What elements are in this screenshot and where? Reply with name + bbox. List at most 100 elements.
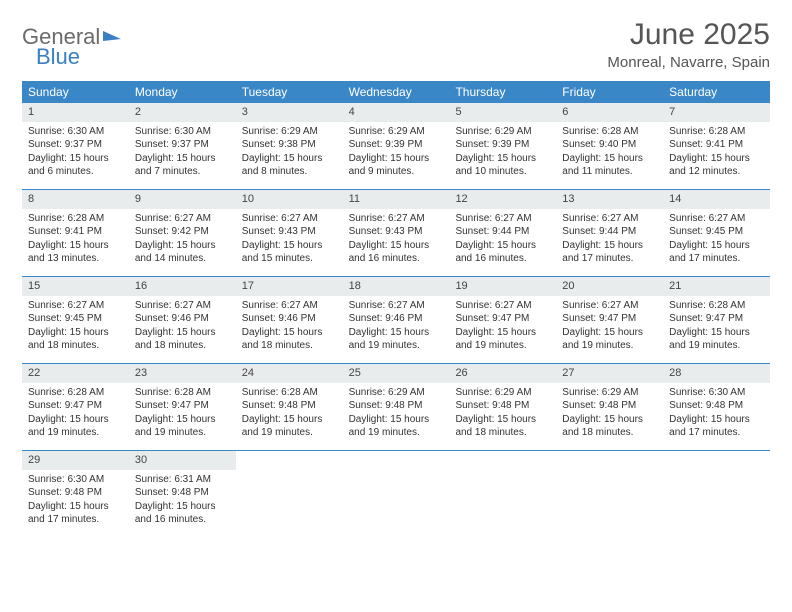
sunrise-line: Sunrise: 6:29 AM — [455, 386, 550, 400]
day-cell: 20Sunrise: 6:27 AMSunset: 9:47 PMDayligh… — [556, 277, 663, 363]
day-number: 10 — [236, 190, 343, 209]
sunset-line: Sunset: 9:39 PM — [349, 138, 444, 152]
day-number: 2 — [129, 103, 236, 122]
sunrise-line: Sunrise: 6:27 AM — [242, 212, 337, 226]
day-number: 4 — [343, 103, 450, 122]
daylight-line: Daylight: 15 hours and 8 minutes. — [242, 152, 337, 179]
sunset-line: Sunset: 9:46 PM — [349, 312, 444, 326]
day-body: Sunrise: 6:27 AMSunset: 9:46 PMDaylight:… — [343, 296, 450, 357]
day-number: 20 — [556, 277, 663, 296]
daylight-line: Daylight: 15 hours and 16 minutes. — [349, 239, 444, 266]
day-number: 16 — [129, 277, 236, 296]
sunrise-line: Sunrise: 6:28 AM — [135, 386, 230, 400]
sunset-line: Sunset: 9:43 PM — [349, 225, 444, 239]
day-cell — [236, 451, 343, 537]
sunrise-line: Sunrise: 6:27 AM — [28, 299, 123, 313]
sunrise-line: Sunrise: 6:30 AM — [669, 386, 764, 400]
day-cell: 19Sunrise: 6:27 AMSunset: 9:47 PMDayligh… — [449, 277, 556, 363]
day-number: 22 — [22, 364, 129, 383]
day-cell: 6Sunrise: 6:28 AMSunset: 9:40 PMDaylight… — [556, 103, 663, 189]
day-number: 21 — [663, 277, 770, 296]
day-number: 23 — [129, 364, 236, 383]
sunset-line: Sunset: 9:41 PM — [28, 225, 123, 239]
sunset-line: Sunset: 9:45 PM — [669, 225, 764, 239]
daylight-line: Daylight: 15 hours and 7 minutes. — [135, 152, 230, 179]
daylight-line: Daylight: 15 hours and 18 minutes. — [135, 326, 230, 353]
sunrise-line: Sunrise: 6:29 AM — [455, 125, 550, 139]
day-cell: 29Sunrise: 6:30 AMSunset: 9:48 PMDayligh… — [22, 451, 129, 537]
day-header-sat: Saturday — [663, 81, 770, 103]
day-cell: 25Sunrise: 6:29 AMSunset: 9:48 PMDayligh… — [343, 364, 450, 450]
day-number: 9 — [129, 190, 236, 209]
sunset-line: Sunset: 9:48 PM — [242, 399, 337, 413]
day-cell: 23Sunrise: 6:28 AMSunset: 9:47 PMDayligh… — [129, 364, 236, 450]
sunset-line: Sunset: 9:41 PM — [669, 138, 764, 152]
day-body: Sunrise: 6:27 AMSunset: 9:47 PMDaylight:… — [449, 296, 556, 357]
sunset-line: Sunset: 9:47 PM — [562, 312, 657, 326]
day-header-sun: Sunday — [22, 81, 129, 103]
sunset-line: Sunset: 9:44 PM — [562, 225, 657, 239]
calendar-page: General June 2025 Monreal, Navarre, Spai… — [0, 0, 792, 537]
daylight-line: Daylight: 15 hours and 19 minutes. — [242, 413, 337, 440]
daylight-line: Daylight: 15 hours and 19 minutes. — [455, 326, 550, 353]
day-cell: 30Sunrise: 6:31 AMSunset: 9:48 PMDayligh… — [129, 451, 236, 537]
week-row: 8Sunrise: 6:28 AMSunset: 9:41 PMDaylight… — [22, 190, 770, 277]
day-body: Sunrise: 6:28 AMSunset: 9:47 PMDaylight:… — [663, 296, 770, 357]
day-body: Sunrise: 6:27 AMSunset: 9:47 PMDaylight:… — [556, 296, 663, 357]
day-header-row: Sunday Monday Tuesday Wednesday Thursday… — [22, 81, 770, 103]
day-cell — [449, 451, 556, 537]
sunrise-line: Sunrise: 6:27 AM — [455, 299, 550, 313]
daylight-line: Daylight: 15 hours and 9 minutes. — [349, 152, 444, 179]
day-number: 15 — [22, 277, 129, 296]
daylight-line: Daylight: 15 hours and 18 minutes. — [455, 413, 550, 440]
sunrise-line: Sunrise: 6:27 AM — [135, 299, 230, 313]
sunrise-line: Sunrise: 6:27 AM — [349, 212, 444, 226]
day-cell — [556, 451, 663, 537]
sunrise-line: Sunrise: 6:30 AM — [135, 125, 230, 139]
day-number: 1 — [22, 103, 129, 122]
sunrise-line: Sunrise: 6:27 AM — [242, 299, 337, 313]
day-body: Sunrise: 6:30 AMSunset: 9:48 PMDaylight:… — [22, 470, 129, 531]
day-number: 25 — [343, 364, 450, 383]
day-body: Sunrise: 6:28 AMSunset: 9:41 PMDaylight:… — [663, 122, 770, 183]
day-body: Sunrise: 6:30 AMSunset: 9:48 PMDaylight:… — [663, 383, 770, 444]
sunset-line: Sunset: 9:43 PM — [242, 225, 337, 239]
week-row: 1Sunrise: 6:30 AMSunset: 9:37 PMDaylight… — [22, 103, 770, 190]
day-number: 28 — [663, 364, 770, 383]
daylight-line: Daylight: 15 hours and 19 minutes. — [28, 413, 123, 440]
week-row: 15Sunrise: 6:27 AMSunset: 9:45 PMDayligh… — [22, 277, 770, 364]
day-body: Sunrise: 6:29 AMSunset: 9:48 PMDaylight:… — [343, 383, 450, 444]
sunrise-line: Sunrise: 6:30 AM — [28, 125, 123, 139]
day-number: 27 — [556, 364, 663, 383]
sunset-line: Sunset: 9:48 PM — [669, 399, 764, 413]
daylight-line: Daylight: 15 hours and 17 minutes. — [562, 239, 657, 266]
day-header-tue: Tuesday — [236, 81, 343, 103]
sunrise-line: Sunrise: 6:29 AM — [349, 386, 444, 400]
day-body: Sunrise: 6:28 AMSunset: 9:48 PMDaylight:… — [236, 383, 343, 444]
day-cell: 14Sunrise: 6:27 AMSunset: 9:45 PMDayligh… — [663, 190, 770, 276]
logo-triangle-icon — [103, 31, 121, 41]
daylight-line: Daylight: 15 hours and 12 minutes. — [669, 152, 764, 179]
daylight-line: Daylight: 15 hours and 13 minutes. — [28, 239, 123, 266]
day-number: 19 — [449, 277, 556, 296]
day-number: 8 — [22, 190, 129, 209]
day-cell: 18Sunrise: 6:27 AMSunset: 9:46 PMDayligh… — [343, 277, 450, 363]
day-cell: 12Sunrise: 6:27 AMSunset: 9:44 PMDayligh… — [449, 190, 556, 276]
logo-text-blue: Blue — [36, 44, 80, 69]
daylight-line: Daylight: 15 hours and 17 minutes. — [669, 413, 764, 440]
day-body: Sunrise: 6:27 AMSunset: 9:45 PMDaylight:… — [663, 209, 770, 270]
sunset-line: Sunset: 9:48 PM — [562, 399, 657, 413]
week-row: 22Sunrise: 6:28 AMSunset: 9:47 PMDayligh… — [22, 364, 770, 451]
day-body: Sunrise: 6:30 AMSunset: 9:37 PMDaylight:… — [22, 122, 129, 183]
day-cell: 16Sunrise: 6:27 AMSunset: 9:46 PMDayligh… — [129, 277, 236, 363]
day-number: 3 — [236, 103, 343, 122]
sunrise-line: Sunrise: 6:27 AM — [349, 299, 444, 313]
sunset-line: Sunset: 9:38 PM — [242, 138, 337, 152]
day-body: Sunrise: 6:27 AMSunset: 9:42 PMDaylight:… — [129, 209, 236, 270]
daylight-line: Daylight: 15 hours and 14 minutes. — [135, 239, 230, 266]
day-cell: 8Sunrise: 6:28 AMSunset: 9:41 PMDaylight… — [22, 190, 129, 276]
daylight-line: Daylight: 15 hours and 11 minutes. — [562, 152, 657, 179]
day-number: 17 — [236, 277, 343, 296]
day-number: 29 — [22, 451, 129, 470]
sunrise-line: Sunrise: 6:29 AM — [349, 125, 444, 139]
